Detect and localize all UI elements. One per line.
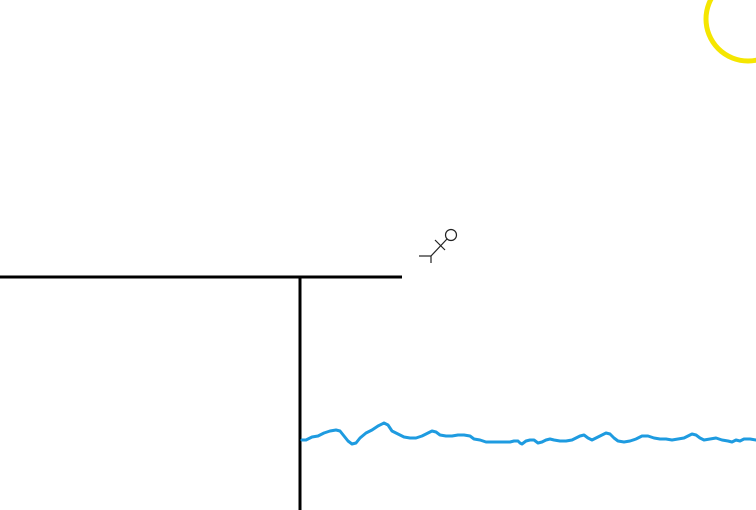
stick-figure-head xyxy=(444,228,458,242)
stick-figure-body xyxy=(430,238,448,257)
stick-figure-arm-1 xyxy=(434,239,446,251)
stick-figure-icon[interactable] xyxy=(419,228,458,264)
sun-icon xyxy=(703,0,756,64)
water-surface xyxy=(300,421,756,446)
